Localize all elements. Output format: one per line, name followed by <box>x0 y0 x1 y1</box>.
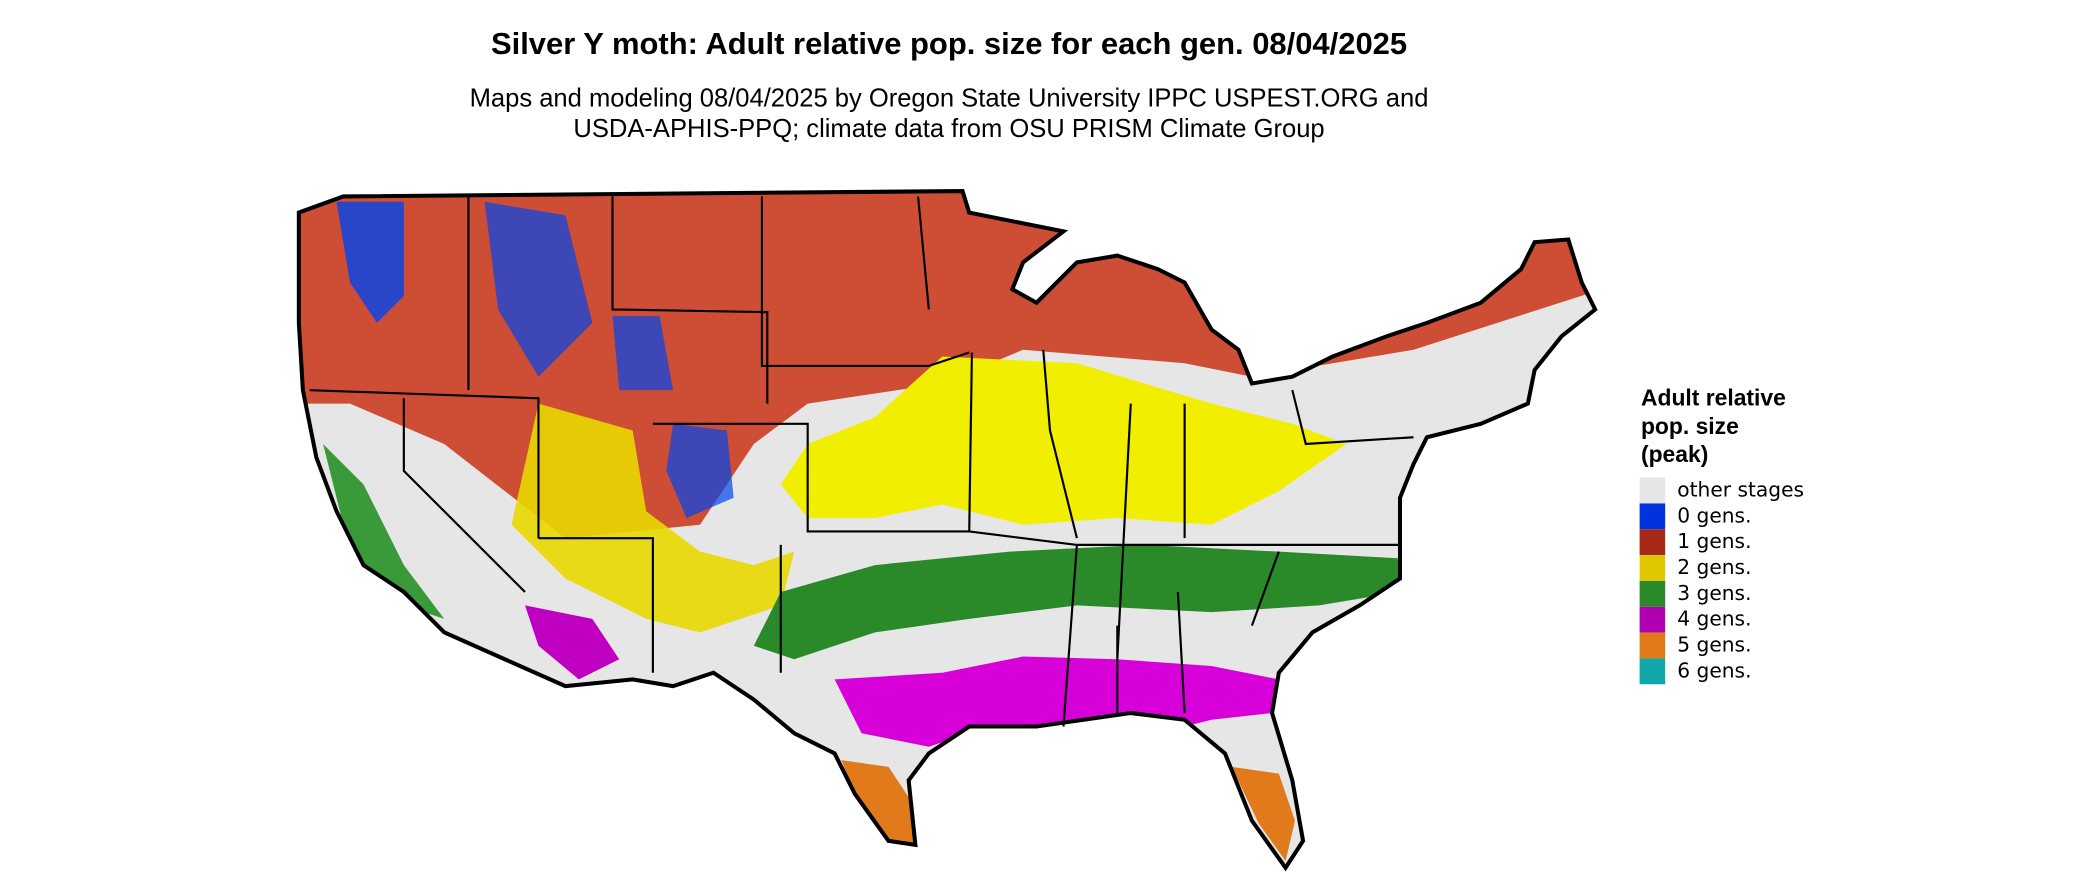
legend-label: other stages <box>1677 478 1804 502</box>
legend-swatch <box>1639 529 1666 556</box>
legend-label: 2 gens. <box>1677 555 1751 579</box>
map-title: Silver Y moth: Adult relative pop. size … <box>491 26 1407 61</box>
legend-swatch <box>1639 606 1666 633</box>
subtitle-line: Maps and modeling 08/04/2025 by Oregon S… <box>470 84 1429 112</box>
legend-swatch <box>1639 658 1666 685</box>
legend-swatch <box>1639 632 1666 659</box>
subtitle-line: USDA-APHIS-PPQ; climate data from OSU PR… <box>573 115 1324 143</box>
legend-label: 1 gens. <box>1677 529 1751 553</box>
legend-label: 4 gens. <box>1677 607 1751 631</box>
legend-label: 6 gens. <box>1677 658 1751 682</box>
legend-swatch <box>1639 477 1666 504</box>
legend-swatch <box>1639 580 1666 607</box>
us-map <box>296 188 1602 867</box>
zone-5-gen <box>1231 766 1295 862</box>
zone-0-gen <box>666 423 734 518</box>
legend-title: pop. size <box>1641 413 1739 439</box>
zone-5-gen <box>841 760 916 845</box>
zone-0-gen <box>612 316 674 391</box>
legend-label: 3 gens. <box>1677 581 1751 605</box>
zone-3-gen <box>323 443 445 619</box>
zone-2-gen <box>511 403 795 633</box>
legend-swatch <box>1639 555 1666 581</box>
zone-0-gen <box>336 201 404 323</box>
legend-swatch <box>1639 503 1666 530</box>
zone-0-gen <box>484 201 593 377</box>
legend-title: (peak) <box>1641 441 1708 467</box>
legend-label: 5 gens. <box>1677 633 1751 657</box>
zone-2-gen <box>780 356 1347 525</box>
legend-label: 0 gens. <box>1677 503 1751 527</box>
legend-title: Adult relative <box>1641 385 1786 411</box>
zone-3-gen <box>753 544 1400 660</box>
state-borders <box>309 196 1414 727</box>
